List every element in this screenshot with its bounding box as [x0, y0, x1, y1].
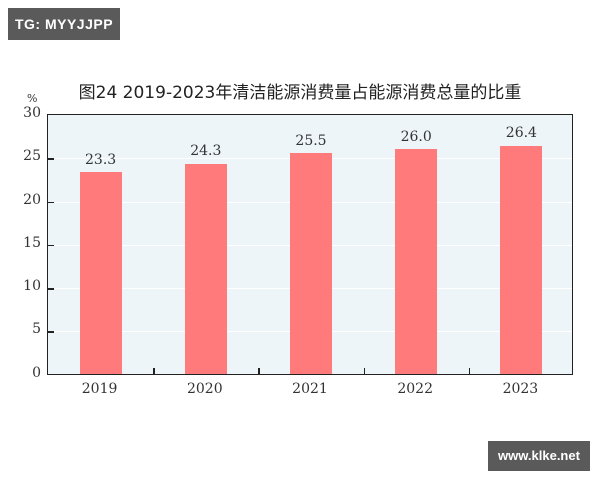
- bar-2022: [395, 149, 438, 374]
- bar-2020: [184, 163, 227, 374]
- y-tick-label: 5: [32, 321, 41, 338]
- bar-2021: [290, 153, 332, 374]
- value-label: 24.3: [190, 143, 222, 160]
- x-tick: [468, 368, 471, 374]
- x-tick-label: 2021: [292, 381, 328, 397]
- bar-2023: [500, 145, 543, 374]
- x-tick-label: 2022: [397, 381, 433, 397]
- y-axis-unit: %: [27, 92, 38, 105]
- y-tick: [48, 331, 54, 333]
- watermark-top-left: TG: MYYJJPP: [8, 8, 120, 40]
- y-tick-label: 30: [23, 105, 41, 121]
- y-tick: [48, 288, 54, 290]
- x-tick: [363, 368, 366, 374]
- value-label: 26.0: [400, 128, 432, 145]
- y-tick-label: 15: [23, 234, 41, 251]
- y-tick-label: 0: [32, 364, 41, 381]
- value-label: 23.3: [85, 151, 117, 168]
- chart-title: 图24 2019-2023年清洁能源消费量占能源消费总量的比重: [78, 83, 522, 103]
- bar-2019: [79, 172, 122, 374]
- y-tick: [48, 244, 54, 247]
- x-tick: [153, 368, 155, 374]
- x-tick-label: 2019: [81, 381, 118, 397]
- watermark-bottom-right: www.klke.net: [488, 441, 590, 471]
- y-tick-label: 20: [23, 191, 41, 208]
- x-tick-label: 2020: [186, 381, 223, 397]
- plot-area: 23.3 24.3 25.5 26.0 26.4: [47, 114, 573, 375]
- y-tick: [48, 158, 54, 160]
- y-tick-label: 10: [23, 278, 41, 294]
- y-tick-label: 25: [23, 148, 41, 165]
- value-label: 25.5: [295, 132, 327, 149]
- value-label: 26.4: [505, 125, 537, 142]
- x-tick-label: 2023: [502, 381, 539, 397]
- x-tick: [258, 368, 260, 374]
- y-tick: [48, 201, 54, 203]
